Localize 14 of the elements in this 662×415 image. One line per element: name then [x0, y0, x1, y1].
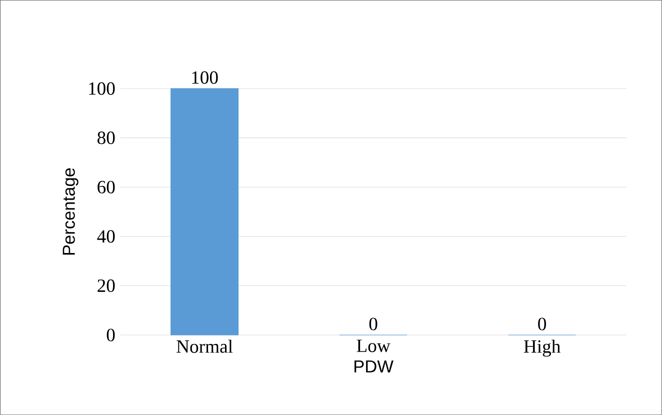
data-label: 0 [538, 318, 546, 330]
y-axis-title: Percentage [62, 168, 78, 255]
data-label: 0 [369, 318, 378, 330]
y-tick-label: 80 [98, 131, 115, 144]
y-tick-label: 100 [89, 82, 115, 95]
x-axis-title: PDW [354, 360, 394, 372]
y-tick-label: 0 [106, 328, 115, 342]
x-tick-label: Normal [176, 340, 233, 353]
y-tick-label: 20 [98, 279, 115, 292]
x-tick-label: High [524, 340, 560, 357]
x-tick-label: Low [356, 340, 390, 352]
y-tick-label: 60 [98, 180, 115, 194]
data-label: 100 [192, 71, 218, 84]
y-tick-label: 40 [97, 230, 115, 243]
